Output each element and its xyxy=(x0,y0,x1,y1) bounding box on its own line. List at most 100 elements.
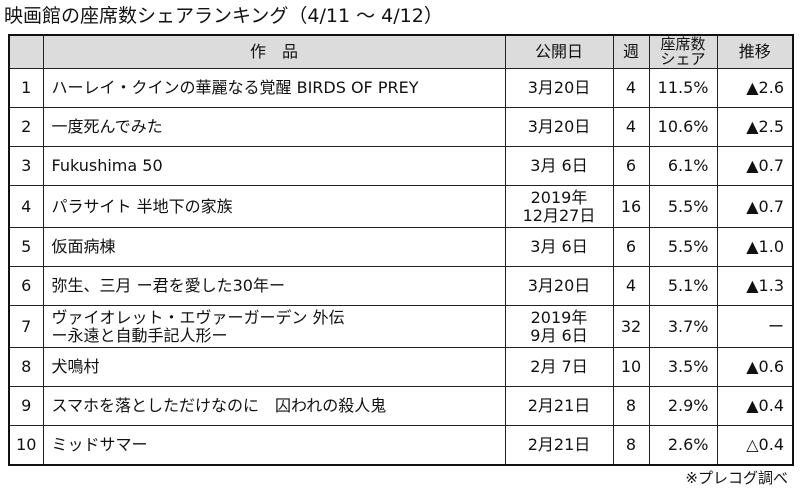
ranking-table: 作 品 公開日 週 座席数 シェア 推移 1 ハーレイ・クインの華麗なる覚醒 BI… xyxy=(8,34,794,466)
trend-cell-text: ▲0.6 xyxy=(746,357,784,376)
weeks-cell-text: 6 xyxy=(625,156,637,175)
trend-cell: ▲0.6 xyxy=(716,347,794,387)
trend-cell: ▲2.5 xyxy=(716,107,794,147)
share-cell-text: 6.1% xyxy=(667,156,709,175)
title-cell: パラサイト 半地下の家族 xyxy=(42,185,506,228)
weeks-cell: 4 xyxy=(612,266,650,306)
release-date-cell: 2月21日 xyxy=(504,425,614,465)
title-cell: 仮面病棟 xyxy=(42,227,506,267)
weeks-cell-text: 4 xyxy=(625,78,637,97)
weeks-cell: 10 xyxy=(612,347,650,387)
release-date-cell-line1: 3月 6日 xyxy=(530,156,588,175)
header-rank xyxy=(8,34,44,69)
weeks-cell: 4 xyxy=(612,107,650,147)
share-cell: 5.5% xyxy=(648,185,718,228)
rank-cell-text: 3 xyxy=(21,156,32,175)
trend-cell-text: ▲0.7 xyxy=(746,156,784,175)
trend-cell: ー xyxy=(716,305,794,348)
weeks-cell: 6 xyxy=(612,146,650,186)
weeks-cell-text: 6 xyxy=(625,237,637,256)
title-cell-line1: ヴァイオレット・エヴァーガーデン 外伝 xyxy=(51,307,345,327)
table-row: 9 スマホを落としただけなのに 囚われの殺人鬼 2月21日 8 2.9% ▲0.4 xyxy=(8,386,794,426)
rank-cell: 2 xyxy=(8,107,44,147)
title-cell: Fukushima 50 xyxy=(42,146,506,186)
rank-cell: 4 xyxy=(8,185,44,228)
header-share-line1: 座席数 xyxy=(660,35,706,53)
release-date-cell-line1: 3月20日 xyxy=(527,78,591,97)
rank-cell-text: 9 xyxy=(21,396,32,415)
weeks-cell: 6 xyxy=(612,227,650,267)
weeks-cell-text: 4 xyxy=(625,117,637,136)
share-cell-text: 11.5% xyxy=(657,78,709,97)
trend-cell-text: ー xyxy=(767,316,784,336)
share-cell-text: 5.1% xyxy=(667,276,709,295)
share-cell: 5.5% xyxy=(648,227,718,267)
rank-cell-text: 10 xyxy=(16,434,37,454)
share-cell-text: 2.6% xyxy=(667,434,709,454)
release-date-cell: 3月 6日 xyxy=(504,146,614,186)
release-date-cell-line1: 3月 6日 xyxy=(530,237,588,256)
share-cell: 5.1% xyxy=(648,266,718,306)
rank-cell-text: 4 xyxy=(21,196,32,216)
release-date-cell-line1: 2月21日 xyxy=(527,396,591,415)
share-cell-text: 3.7% xyxy=(667,316,709,336)
rank-cell: 3 xyxy=(8,146,44,186)
title-cell-line2: ー永遠と自動手記人形ー xyxy=(51,325,228,345)
title-cell: 一度死んでみた xyxy=(42,107,506,147)
title-cell: 犬鳴村 xyxy=(42,347,506,387)
trend-cell-text: ▲0.7 xyxy=(746,196,784,216)
rank-cell: 1 xyxy=(8,68,44,108)
trend-cell: ▲1.3 xyxy=(716,266,794,306)
release-date-cell-line1: 2019年 xyxy=(530,187,588,207)
share-cell: 11.5% xyxy=(648,68,718,108)
rank-cell-text: 1 xyxy=(21,78,32,97)
release-date-cell-line1: 3月20日 xyxy=(527,117,591,136)
trend-cell: △0.4 xyxy=(716,425,794,465)
title-cell-line1: 犬鳴村 xyxy=(51,357,100,376)
trend-cell: ▲2.6 xyxy=(716,68,794,108)
weeks-cell-text: 8 xyxy=(625,434,637,454)
table-header-row: 作 品 公開日 週 座席数 シェア 推移 xyxy=(8,34,794,69)
trend-cell-text: ▲2.5 xyxy=(746,117,784,136)
share-cell-text: 5.5% xyxy=(667,196,709,216)
release-date-cell-line2: 12月27日 xyxy=(522,205,596,225)
trend-cell-text: △0.4 xyxy=(746,434,784,454)
share-cell-text: 10.6% xyxy=(657,117,709,136)
title-cell: ミッドサマー xyxy=(42,425,506,465)
release-date-cell: 2019年 9月 6日 xyxy=(504,305,614,348)
header-title: 作 品 xyxy=(42,34,506,69)
page-title: 映画館の座席数シェアランキング（4/11 ～ 4/12） xyxy=(4,5,443,27)
rank-cell-text: 7 xyxy=(21,316,32,336)
title-cell-line1: パラサイト 半地下の家族 xyxy=(51,196,233,216)
title-cell: ヴァイオレット・エヴァーガーデン 外伝 ー永遠と自動手記人形ー xyxy=(42,305,506,348)
release-date-cell: 3月 6日 xyxy=(504,227,614,267)
table-row: 8 犬鳴村 2月 7日 10 3.5% ▲0.6 xyxy=(8,347,794,387)
release-date-cell: 2019年 12月27日 xyxy=(504,185,614,228)
header-share: 座席数 シェア xyxy=(648,34,718,69)
release-date-cell-line1: 3月20日 xyxy=(527,276,591,295)
table-row: 4 パラサイト 半地下の家族 2019年 12月27日 16 5.5% ▲0.7 xyxy=(8,185,794,228)
weeks-cell: 16 xyxy=(612,185,650,228)
trend-cell: ▲0.7 xyxy=(716,146,794,186)
share-cell: 10.6% xyxy=(648,107,718,147)
trend-cell: ▲0.7 xyxy=(716,185,794,228)
title-cell-line1: Fukushima 50 xyxy=(51,156,163,175)
weeks-cell-text: 8 xyxy=(625,396,637,415)
rank-cell-text: 6 xyxy=(21,276,32,295)
header-release-date: 公開日 xyxy=(504,34,614,69)
table-body: 1 ハーレイ・クインの華麗なる覚醒 BIRDS OF PREY 3月20日 4 11.5… xyxy=(8,68,794,465)
trend-cell-text: ▲1.3 xyxy=(746,276,784,295)
release-date-cell: 3月20日 xyxy=(504,266,614,306)
table-row: 7 ヴァイオレット・エヴァーガーデン 外伝 ー永遠と自動手記人形ー 2019年 9月 6… xyxy=(8,305,794,348)
rank-cell-text: 2 xyxy=(21,117,32,136)
rank-cell: 6 xyxy=(8,266,44,306)
weeks-cell: 8 xyxy=(612,386,650,426)
table-row: 6 弥生、三月 ー君を愛した30年ー 3月20日 4 5.1% ▲1.3 xyxy=(8,266,794,306)
rank-cell: 9 xyxy=(8,386,44,426)
rank-cell: 8 xyxy=(8,347,44,387)
release-date-cell: 3月20日 xyxy=(504,107,614,147)
header-weeks: 週 xyxy=(612,34,650,69)
share-cell: 6.1% xyxy=(648,146,718,186)
trend-cell-text: ▲1.0 xyxy=(746,237,784,256)
share-cell-text: 3.5% xyxy=(667,357,709,376)
